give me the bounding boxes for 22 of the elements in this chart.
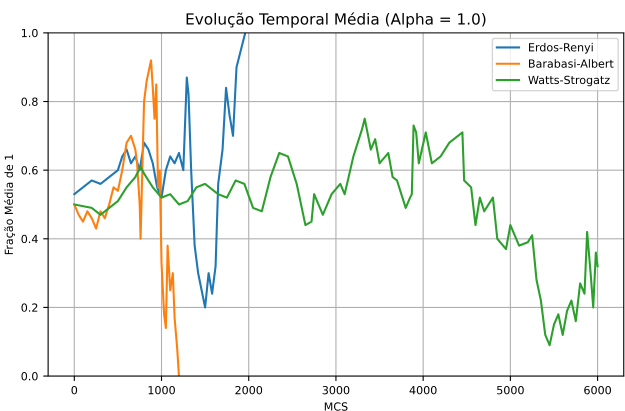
y-tick-label: 0.2 xyxy=(21,303,38,312)
x-tick-label: 6000 xyxy=(584,386,611,394)
x-tick-label: 2000 xyxy=(235,386,262,394)
y-tick-label: 0.8 xyxy=(21,97,38,106)
y-tick-label: 0.0 xyxy=(21,372,38,380)
line-series xyxy=(73,118,599,346)
x-tick-label: 4000 xyxy=(410,386,437,394)
x-tick-label: 0 xyxy=(71,386,78,394)
y-tick-label: 0.6 xyxy=(21,166,38,175)
legend-label: Barabasi-Albert xyxy=(529,59,614,68)
y-tick-label: 0.4 xyxy=(21,234,38,244)
x-axis-title: MCS xyxy=(324,402,348,411)
legend-label: Watts-Strogatz xyxy=(528,76,610,86)
line-series xyxy=(73,32,246,308)
legend-label: Erdos-Renyi xyxy=(529,42,593,54)
chart-title: Evolução Temporal Média (Alpha = 1.0) xyxy=(186,12,486,28)
x-tick-label: 3000 xyxy=(322,386,350,394)
x-tick-label: 1000 xyxy=(148,386,175,394)
line-series xyxy=(73,59,180,376)
x-tick-label: 5000 xyxy=(497,386,524,394)
y-axis-title: Fração Média de 1 xyxy=(4,154,16,254)
y-tick-label: 1.0 xyxy=(22,28,38,38)
